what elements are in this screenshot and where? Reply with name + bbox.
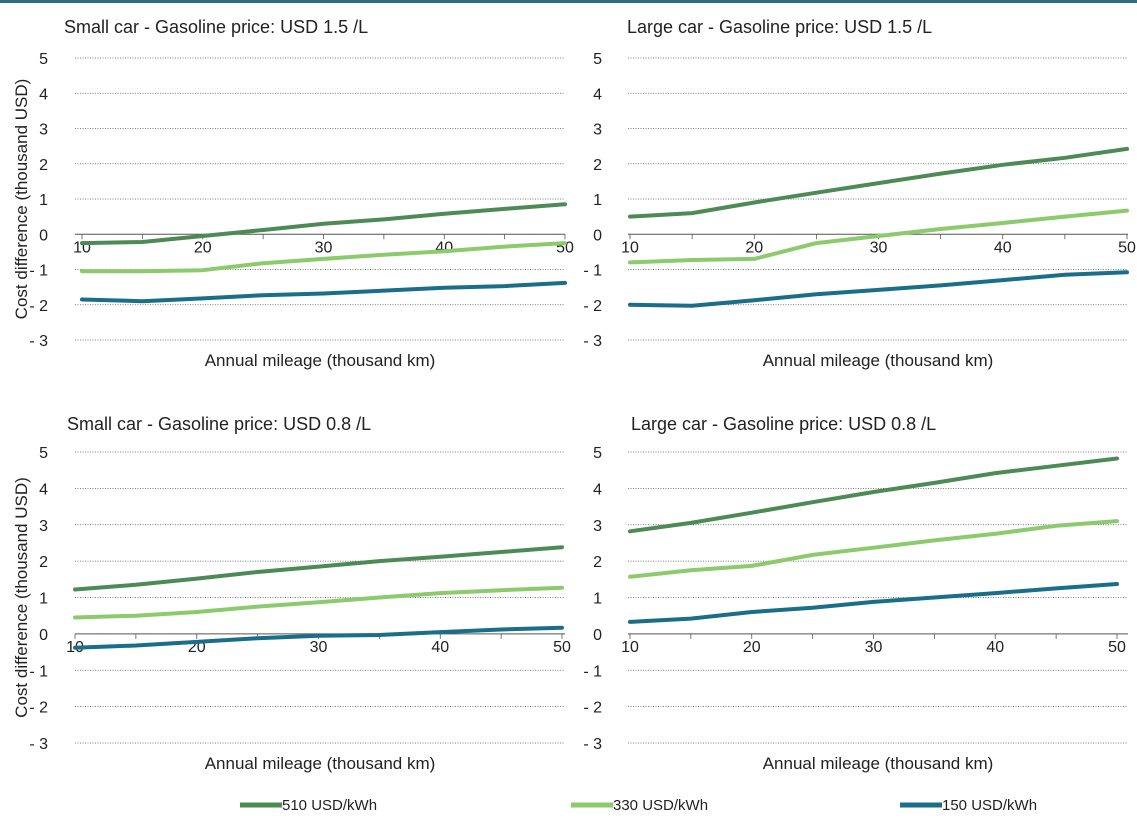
y-tick-label: - 1 — [29, 263, 48, 280]
x-tick-label: 30 — [865, 639, 883, 656]
x-tick-label: 30 — [315, 239, 333, 256]
y-tick-label: 5 — [593, 51, 602, 68]
series-line-150-usd-kwh — [73, 625, 564, 650]
y-tick-label: 1 — [39, 192, 48, 209]
y-tick-label: 2 — [593, 157, 602, 174]
y-tick-label: 0 — [593, 627, 602, 644]
y-tick-label: 3 — [39, 122, 48, 139]
legend-label: 150 USD/kWh — [942, 797, 1037, 814]
series-line-330-usd-kwh — [80, 241, 567, 274]
series-line-510-usd-kwh — [73, 545, 564, 592]
series-line-330-usd-kwh — [73, 585, 564, 620]
x-tick-label: 40 — [986, 639, 1004, 656]
panel-title: Small car - Gasoline price: USD 1.5 /L — [64, 17, 368, 37]
x-tick-label: 10 — [621, 639, 639, 656]
panel-title: Small car - Gasoline price: USD 0.8 /L — [67, 414, 371, 434]
y-tick-label: - 1 — [29, 663, 48, 680]
x-tick-label: 10 — [621, 239, 639, 256]
y-tick-label: 0 — [593, 227, 602, 244]
x-tick-label: 20 — [745, 239, 763, 256]
series-line-510-usd-kwh — [628, 146, 1129, 219]
x-tick-label: 20 — [743, 639, 761, 656]
legend-label: 330 USD/kWh — [613, 797, 708, 814]
x-tick-label: 40 — [435, 239, 453, 256]
y-tick-label: 3 — [39, 518, 48, 535]
series-line-330-usd-kwh — [628, 208, 1129, 265]
x-axis-title: Annual mileage (thousand km) — [763, 754, 994, 773]
y-tick-label: - 1 — [583, 663, 602, 680]
y-tick-label: 4 — [39, 86, 48, 103]
y-tick-label: - 3 — [29, 736, 48, 753]
y-tick-label: - 3 — [29, 333, 48, 350]
y-tick-label: 2 — [593, 554, 602, 571]
x-tick-label: 30 — [870, 239, 888, 256]
y-tick-label: 3 — [593, 122, 602, 139]
y-tick-label: - 3 — [583, 333, 602, 350]
y-tick-label: 1 — [593, 192, 602, 209]
series-line-150-usd-kwh — [80, 280, 567, 304]
y-tick-label: 0 — [39, 627, 48, 644]
x-tick-label: 40 — [994, 239, 1012, 256]
y-tick-label: - 2 — [29, 298, 48, 315]
y-tick-label: 0 — [39, 227, 48, 244]
y-tick-label: 5 — [593, 445, 602, 462]
y-tick-label: 5 — [39, 445, 48, 462]
y-tick-label: - 2 — [583, 298, 602, 315]
y-tick-label: 4 — [593, 481, 602, 498]
y-tick-label: - 2 — [29, 700, 48, 717]
x-axis-title: Annual mileage (thousand km) — [205, 351, 436, 370]
x-tick-label: 50 — [1118, 239, 1136, 256]
y-tick-label: 1 — [39, 591, 48, 608]
panel-title: Large car - Gasoline price: USD 1.5 /L — [627, 17, 932, 37]
y-tick-label: 4 — [39, 481, 48, 498]
series-line-510-usd-kwh — [80, 202, 567, 246]
x-tick-label: 20 — [194, 239, 212, 256]
legend-label: 510 USD/kWh — [282, 797, 377, 814]
series-line-150-usd-kwh — [628, 270, 1129, 308]
top-border-line — [0, 0, 1137, 3]
y-tick-label: 4 — [593, 86, 602, 103]
x-axis-title: Annual mileage (thousand km) — [763, 351, 994, 370]
series-line-330-usd-kwh — [628, 519, 1119, 579]
series-line-150-usd-kwh — [628, 582, 1119, 624]
y-tick-label: 2 — [39, 157, 48, 174]
y-axis-title: Cost difference (thousand USD) — [12, 79, 31, 320]
x-axis-title: Annual mileage (thousand km) — [205, 754, 436, 773]
panel-title: Large car - Gasoline price: USD 0.8 /L — [631, 414, 936, 434]
y-axis-title: Cost difference (thousand USD) — [12, 477, 31, 718]
x-tick-label: 40 — [431, 639, 449, 656]
y-tick-label: - 3 — [583, 736, 602, 753]
x-tick-label: 50 — [553, 639, 571, 656]
y-tick-label: - 1 — [583, 263, 602, 280]
y-tick-label: 3 — [593, 518, 602, 535]
x-tick-label: 50 — [1108, 639, 1126, 656]
y-tick-label: 2 — [39, 554, 48, 571]
y-tick-label: - 2 — [583, 700, 602, 717]
y-tick-label: 5 — [39, 51, 48, 68]
y-tick-label: 1 — [593, 591, 602, 608]
series-line-510-usd-kwh — [628, 456, 1119, 534]
x-tick-label: 30 — [310, 639, 328, 656]
